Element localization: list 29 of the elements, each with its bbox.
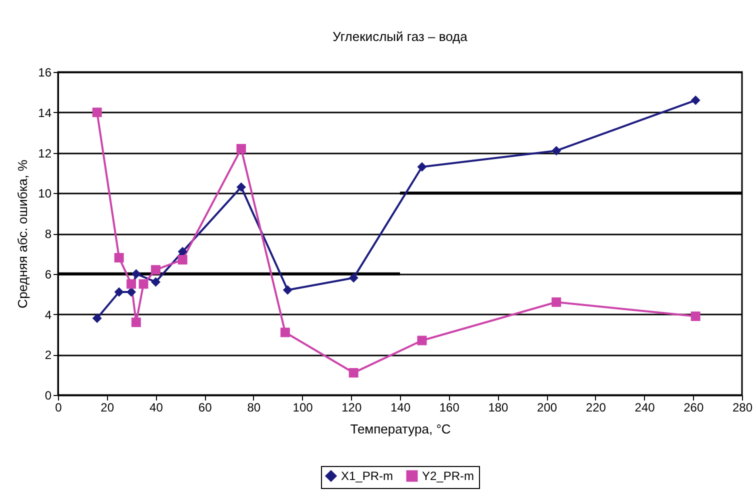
y-tick-label: 16 (38, 66, 52, 80)
y-tick-label: 8 (44, 227, 52, 241)
x-tick-label: 40 (150, 400, 164, 414)
y-tick-label: 12 (38, 146, 52, 160)
x-axis-title: Температура, °C (350, 422, 451, 436)
y-tick-label: 0 (44, 388, 52, 402)
x-tick-label: 160 (439, 400, 460, 414)
x-tick-label: 120 (342, 400, 362, 414)
legend-label: X1_PR-m (341, 469, 394, 483)
x-tick-label: 200 (537, 400, 558, 414)
x-tick-label: 240 (634, 400, 656, 414)
x-tick-label: 220 (586, 400, 606, 414)
legend-label: Y2_PR-m (422, 469, 474, 483)
x-tick-label: 100 (292, 400, 314, 414)
y-tick-label: 2 (44, 348, 52, 362)
chart-title: Углекислый газ – вода (332, 29, 468, 44)
x-tick-label: 80 (247, 400, 261, 414)
y-tick-label: 4 (44, 308, 52, 322)
x-tick-label: 260 (684, 400, 704, 414)
y-axis-title: Средняя абс. ошибка, % (15, 159, 30, 308)
x-tick-label: 180 (488, 400, 509, 414)
x-tick-label: 140 (390, 400, 411, 414)
y-tick-label: 14 (38, 106, 52, 120)
y-tick-label: 6 (44, 267, 52, 282)
x-tick-label: 20 (100, 400, 114, 414)
x-tick-label: 0 (55, 400, 62, 414)
x-tick-label: 60 (198, 400, 212, 414)
y-tick-label: 10 (38, 186, 52, 201)
x-tick-label: 280 (732, 400, 753, 414)
